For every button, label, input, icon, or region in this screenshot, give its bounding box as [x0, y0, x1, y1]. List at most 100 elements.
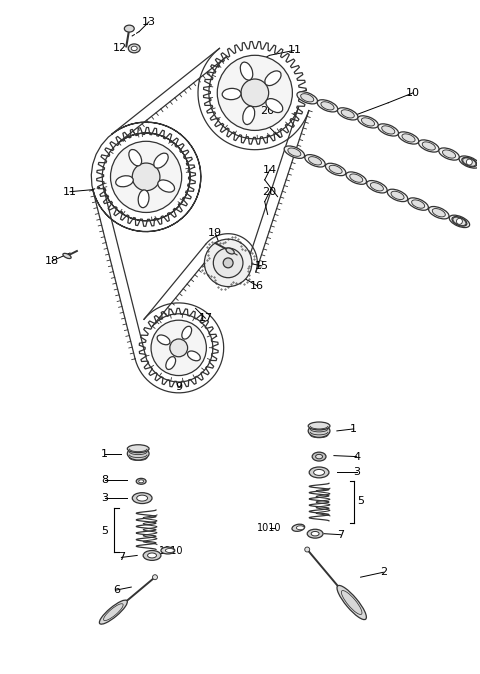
Text: 15: 15	[255, 261, 269, 271]
Text: 7: 7	[118, 553, 125, 562]
Circle shape	[110, 142, 182, 212]
Ellipse shape	[432, 208, 445, 217]
Text: 11: 11	[63, 187, 77, 197]
Ellipse shape	[161, 547, 175, 554]
Text: 1: 1	[350, 424, 357, 434]
Ellipse shape	[127, 448, 149, 460]
Ellipse shape	[329, 165, 342, 174]
Text: 2: 2	[380, 568, 387, 577]
Ellipse shape	[157, 335, 170, 345]
Ellipse shape	[288, 148, 301, 156]
Ellipse shape	[382, 126, 395, 134]
Ellipse shape	[317, 100, 338, 112]
Ellipse shape	[158, 180, 175, 192]
Ellipse shape	[408, 198, 428, 210]
Ellipse shape	[63, 253, 71, 259]
Ellipse shape	[325, 163, 346, 176]
Ellipse shape	[166, 549, 174, 553]
Ellipse shape	[361, 118, 374, 126]
Ellipse shape	[309, 467, 329, 478]
Ellipse shape	[449, 215, 469, 228]
Ellipse shape	[296, 526, 304, 530]
Ellipse shape	[367, 181, 387, 193]
Ellipse shape	[337, 108, 358, 120]
Ellipse shape	[371, 183, 384, 191]
Circle shape	[223, 258, 233, 268]
Text: 14: 14	[263, 165, 276, 175]
Ellipse shape	[350, 174, 363, 182]
Ellipse shape	[309, 156, 322, 165]
Ellipse shape	[243, 106, 255, 125]
Ellipse shape	[313, 470, 324, 475]
Ellipse shape	[226, 248, 234, 254]
Text: 13: 13	[142, 17, 156, 27]
Ellipse shape	[398, 132, 419, 144]
Text: 1: 1	[101, 449, 108, 458]
Ellipse shape	[358, 116, 378, 128]
Ellipse shape	[311, 532, 319, 536]
Circle shape	[153, 575, 157, 580]
Circle shape	[132, 163, 160, 191]
Circle shape	[456, 218, 462, 224]
Ellipse shape	[284, 146, 305, 158]
Text: 4: 4	[353, 452, 360, 462]
Ellipse shape	[300, 94, 314, 102]
Ellipse shape	[128, 44, 140, 53]
Ellipse shape	[143, 551, 161, 560]
Text: 17: 17	[198, 313, 213, 324]
Ellipse shape	[129, 150, 142, 166]
Ellipse shape	[312, 452, 326, 461]
Ellipse shape	[337, 586, 366, 619]
Ellipse shape	[132, 493, 152, 503]
Circle shape	[305, 547, 310, 552]
Ellipse shape	[265, 71, 281, 86]
Circle shape	[241, 79, 269, 106]
Ellipse shape	[99, 600, 127, 624]
Ellipse shape	[166, 357, 176, 369]
Text: 5: 5	[101, 526, 108, 536]
Text: 18: 18	[45, 256, 59, 266]
Ellipse shape	[452, 216, 467, 226]
Ellipse shape	[127, 445, 149, 453]
Text: 3: 3	[353, 467, 360, 477]
Ellipse shape	[387, 189, 408, 202]
Ellipse shape	[136, 479, 146, 485]
Ellipse shape	[138, 190, 149, 208]
Text: 16: 16	[250, 280, 264, 290]
Text: 8: 8	[101, 475, 108, 485]
Text: 19: 19	[208, 228, 222, 238]
Ellipse shape	[305, 154, 325, 167]
Ellipse shape	[462, 157, 477, 166]
Ellipse shape	[346, 172, 366, 184]
Text: 11: 11	[288, 45, 301, 55]
Ellipse shape	[188, 351, 200, 361]
Ellipse shape	[266, 98, 283, 113]
Ellipse shape	[341, 110, 354, 118]
Ellipse shape	[124, 25, 134, 32]
Ellipse shape	[154, 153, 168, 168]
Circle shape	[217, 55, 292, 130]
Text: 20: 20	[263, 187, 276, 197]
Text: 12: 12	[112, 43, 126, 53]
Circle shape	[151, 320, 206, 375]
Text: 10: 10	[406, 88, 420, 98]
Ellipse shape	[378, 124, 398, 136]
Ellipse shape	[297, 92, 317, 104]
Ellipse shape	[147, 553, 156, 558]
Ellipse shape	[292, 524, 305, 531]
Ellipse shape	[316, 454, 323, 459]
Text: 9: 9	[175, 382, 182, 392]
Text: 1010: 1010	[257, 523, 282, 532]
Text: 1010: 1010	[158, 545, 183, 555]
Ellipse shape	[453, 217, 466, 226]
Text: 5: 5	[357, 496, 364, 506]
Ellipse shape	[459, 156, 480, 168]
Ellipse shape	[308, 425, 330, 437]
Ellipse shape	[321, 102, 334, 110]
Ellipse shape	[182, 326, 192, 339]
Ellipse shape	[131, 46, 137, 51]
Ellipse shape	[439, 148, 459, 160]
Text: 3: 3	[101, 493, 108, 503]
Circle shape	[204, 239, 252, 286]
Ellipse shape	[443, 150, 456, 158]
